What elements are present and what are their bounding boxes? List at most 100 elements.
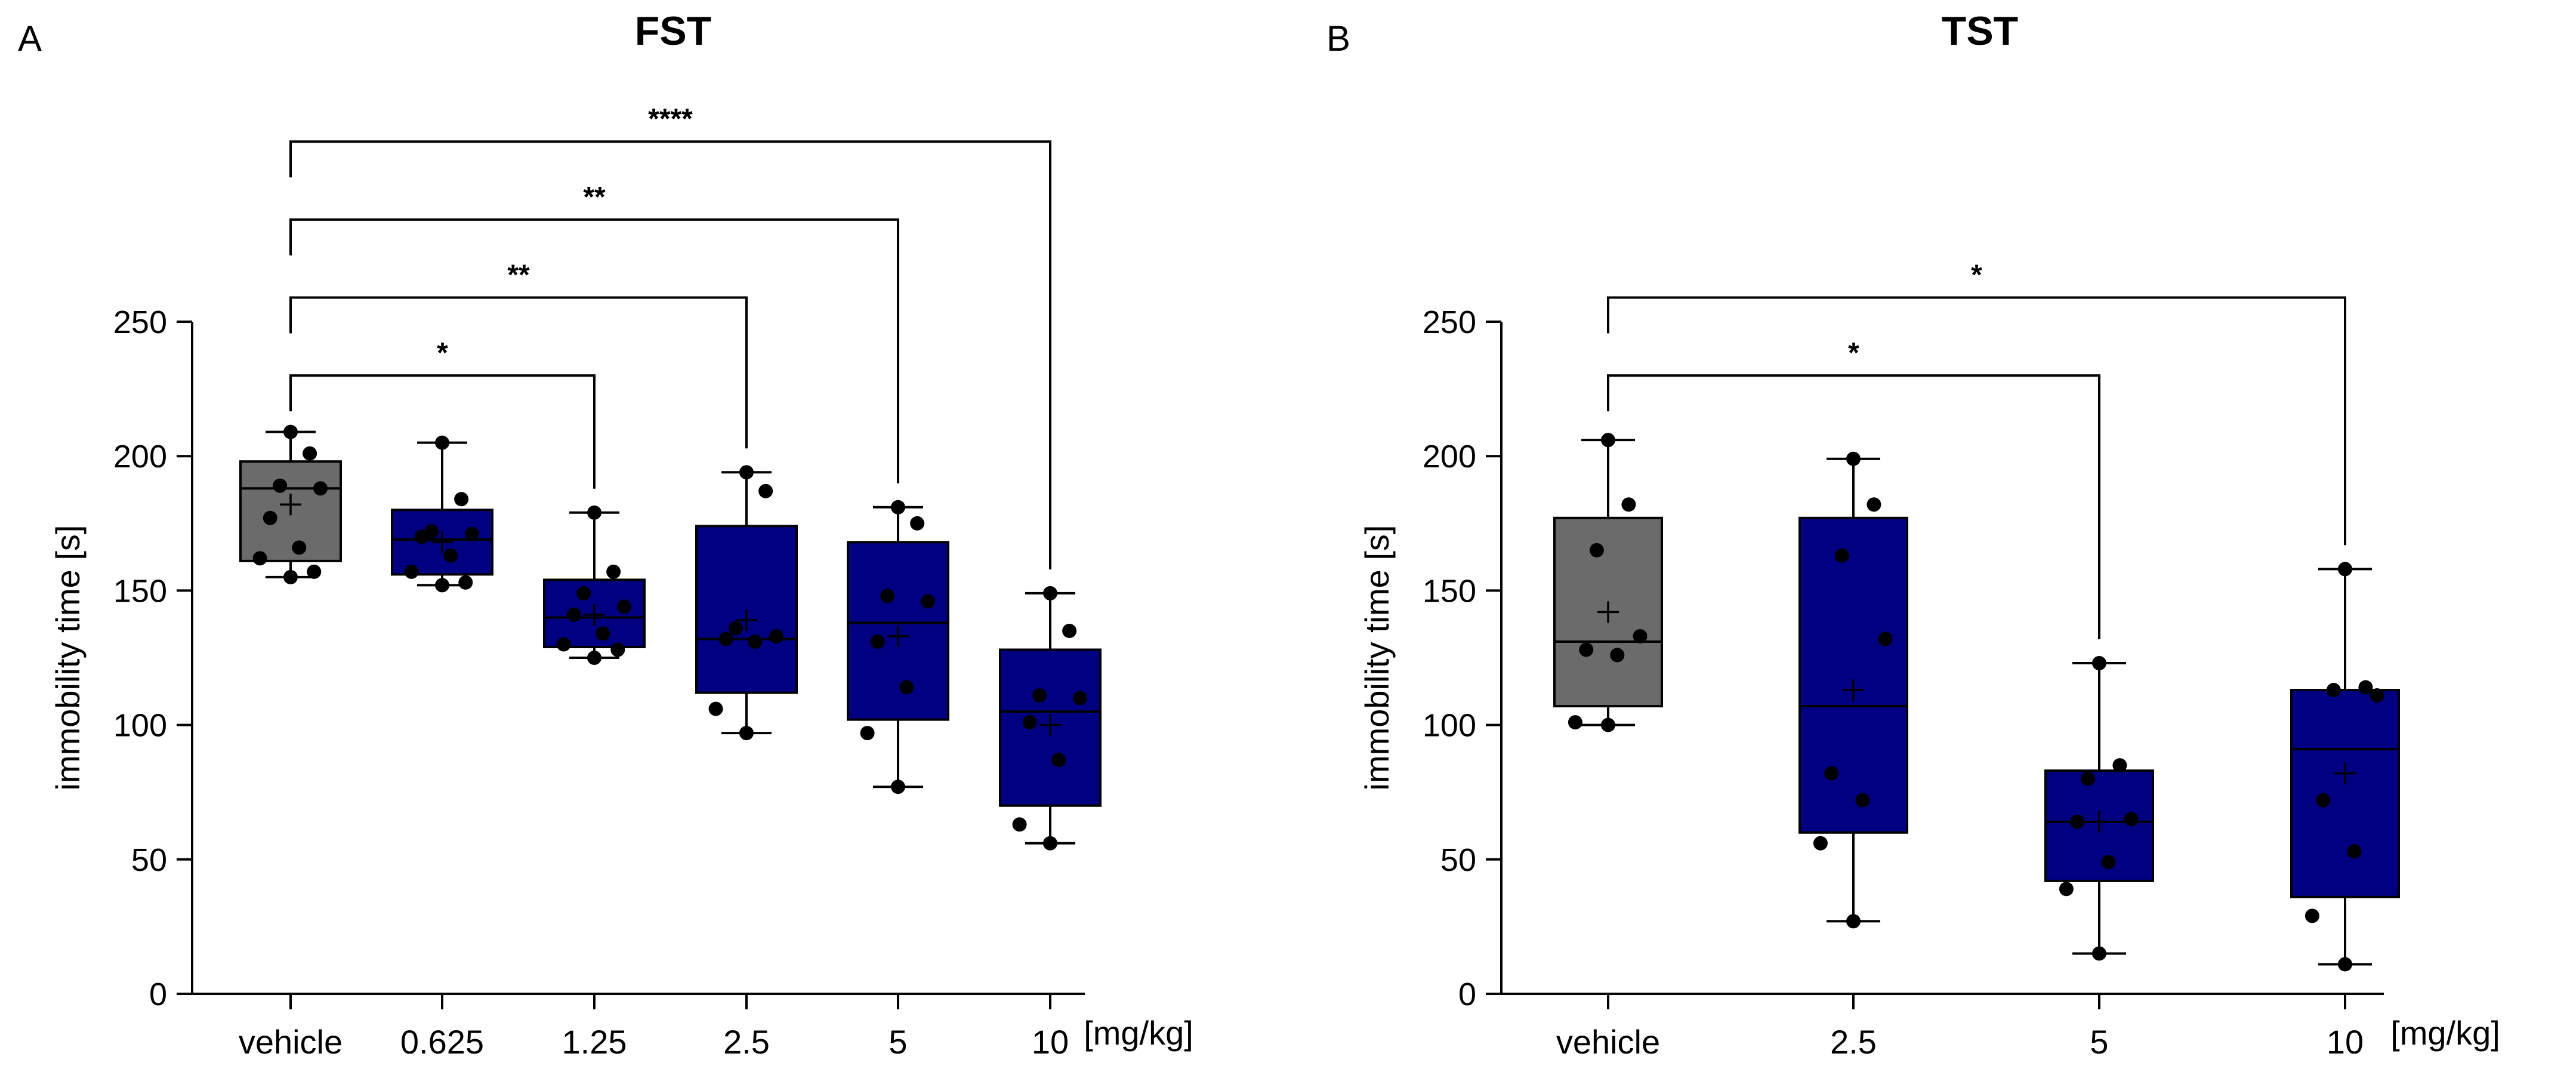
box-5 bbox=[2044, 656, 2154, 961]
significance-label: * bbox=[1971, 259, 1982, 291]
data-point bbox=[1601, 717, 1615, 732]
data-point bbox=[454, 492, 469, 507]
data-point bbox=[292, 540, 307, 555]
y-tick-label: 200 bbox=[1423, 439, 1476, 475]
data-point bbox=[435, 435, 449, 450]
box-vehicle bbox=[1553, 433, 1663, 732]
x-tick-label: 0.625 bbox=[400, 1023, 484, 1061]
box-10 bbox=[999, 586, 1102, 851]
data-point bbox=[729, 621, 744, 636]
panel-letter: B bbox=[1326, 19, 1350, 58]
box-vehicle bbox=[239, 424, 342, 584]
data-point bbox=[2304, 908, 2319, 923]
data-point bbox=[1032, 688, 1047, 703]
data-point bbox=[748, 634, 763, 649]
y-axis-title: immobility time [s] bbox=[1358, 525, 1396, 791]
data-point bbox=[1043, 836, 1057, 851]
data-point bbox=[1051, 753, 1066, 768]
data-point bbox=[2101, 855, 2116, 870]
significance-bracket: ** bbox=[289, 259, 748, 449]
data-point bbox=[1846, 914, 1861, 929]
data-point bbox=[1072, 691, 1087, 706]
data-point bbox=[739, 726, 754, 741]
y-tick-label: 0 bbox=[1458, 977, 1476, 1012]
data-point bbox=[880, 589, 895, 603]
significance-label: * bbox=[437, 337, 448, 369]
chart-panel-b: B TST 0 50 100 150 200 250 immobility time [s] ve… bbox=[1326, 8, 2500, 1061]
significance-label: * bbox=[1848, 337, 1859, 369]
data-point bbox=[739, 465, 754, 480]
data-point bbox=[1834, 548, 1849, 563]
data-point bbox=[920, 594, 935, 609]
chart-panel-a: A FST 0 50 100 150 200 250 immobility time [s] ve… bbox=[18, 8, 1193, 1061]
significance-label: **** bbox=[648, 103, 693, 135]
data-point bbox=[1589, 543, 1604, 557]
data-point bbox=[2338, 562, 2352, 577]
data-point bbox=[1621, 497, 1636, 512]
data-point bbox=[2070, 814, 2085, 829]
data-point bbox=[606, 564, 621, 579]
significance-bracket: * bbox=[1607, 259, 2346, 546]
significance-label: ** bbox=[583, 181, 606, 213]
data-point bbox=[870, 634, 885, 649]
y-tick-label: 0 bbox=[149, 977, 167, 1012]
data-point bbox=[273, 478, 288, 493]
data-point bbox=[769, 629, 783, 643]
data-point bbox=[1878, 632, 1893, 646]
data-point bbox=[899, 680, 914, 695]
data-point bbox=[1022, 715, 1037, 730]
data-point bbox=[891, 780, 905, 794]
data-point bbox=[307, 564, 322, 579]
data-point bbox=[263, 510, 277, 525]
data-point bbox=[404, 564, 419, 579]
data-point bbox=[2338, 957, 2352, 972]
bracket-line bbox=[289, 374, 596, 489]
bracket-line bbox=[1607, 296, 2346, 546]
data-point bbox=[1846, 451, 1861, 466]
data-point bbox=[464, 526, 479, 541]
data-point bbox=[587, 505, 601, 520]
y-tick-label: 250 bbox=[1423, 304, 1476, 340]
data-point bbox=[2358, 680, 2373, 695]
chart-title: TST bbox=[1942, 8, 2018, 54]
data-point bbox=[1633, 629, 1648, 643]
data-point bbox=[2370, 688, 2384, 703]
data-point bbox=[596, 626, 610, 641]
x-tick-label: vehicle bbox=[239, 1023, 343, 1061]
box-1.25 bbox=[543, 505, 646, 665]
data-point bbox=[458, 575, 473, 590]
data-point bbox=[1062, 623, 1077, 638]
data-point bbox=[1012, 817, 1027, 832]
x-tick-label: 10 bbox=[2327, 1023, 2364, 1061]
box-iqr bbox=[847, 541, 949, 721]
data-point bbox=[910, 516, 925, 531]
y-tick-label: 100 bbox=[113, 708, 167, 744]
data-point bbox=[2347, 844, 2362, 859]
data-point bbox=[1043, 586, 1057, 600]
x-tick-label: 1.25 bbox=[562, 1023, 627, 1061]
data-point bbox=[2326, 683, 2341, 698]
data-point bbox=[2316, 793, 2331, 808]
data-point bbox=[1867, 497, 1881, 512]
data-point bbox=[860, 726, 875, 741]
data-point bbox=[443, 548, 458, 563]
data-point bbox=[718, 632, 733, 646]
data-point bbox=[758, 483, 773, 498]
data-point bbox=[616, 599, 631, 614]
data-point bbox=[1601, 433, 1615, 448]
box-iqr bbox=[1798, 516, 1908, 834]
y-tick-label: 50 bbox=[131, 842, 167, 878]
data-point bbox=[1855, 793, 1870, 808]
y-tick-label: 150 bbox=[113, 573, 167, 609]
data-point bbox=[576, 586, 591, 600]
bracket-line bbox=[289, 140, 1051, 569]
significance-bracket: ** bbox=[289, 181, 899, 483]
data-point bbox=[414, 529, 429, 544]
data-point bbox=[2059, 882, 2074, 897]
significance-label: ** bbox=[507, 259, 530, 291]
x-tick-label: 5 bbox=[889, 1023, 907, 1061]
data-point bbox=[587, 651, 601, 665]
data-point bbox=[1579, 642, 1594, 657]
significance-bracket: * bbox=[1607, 337, 2100, 640]
x-tick-label: vehicle bbox=[1556, 1023, 1660, 1061]
